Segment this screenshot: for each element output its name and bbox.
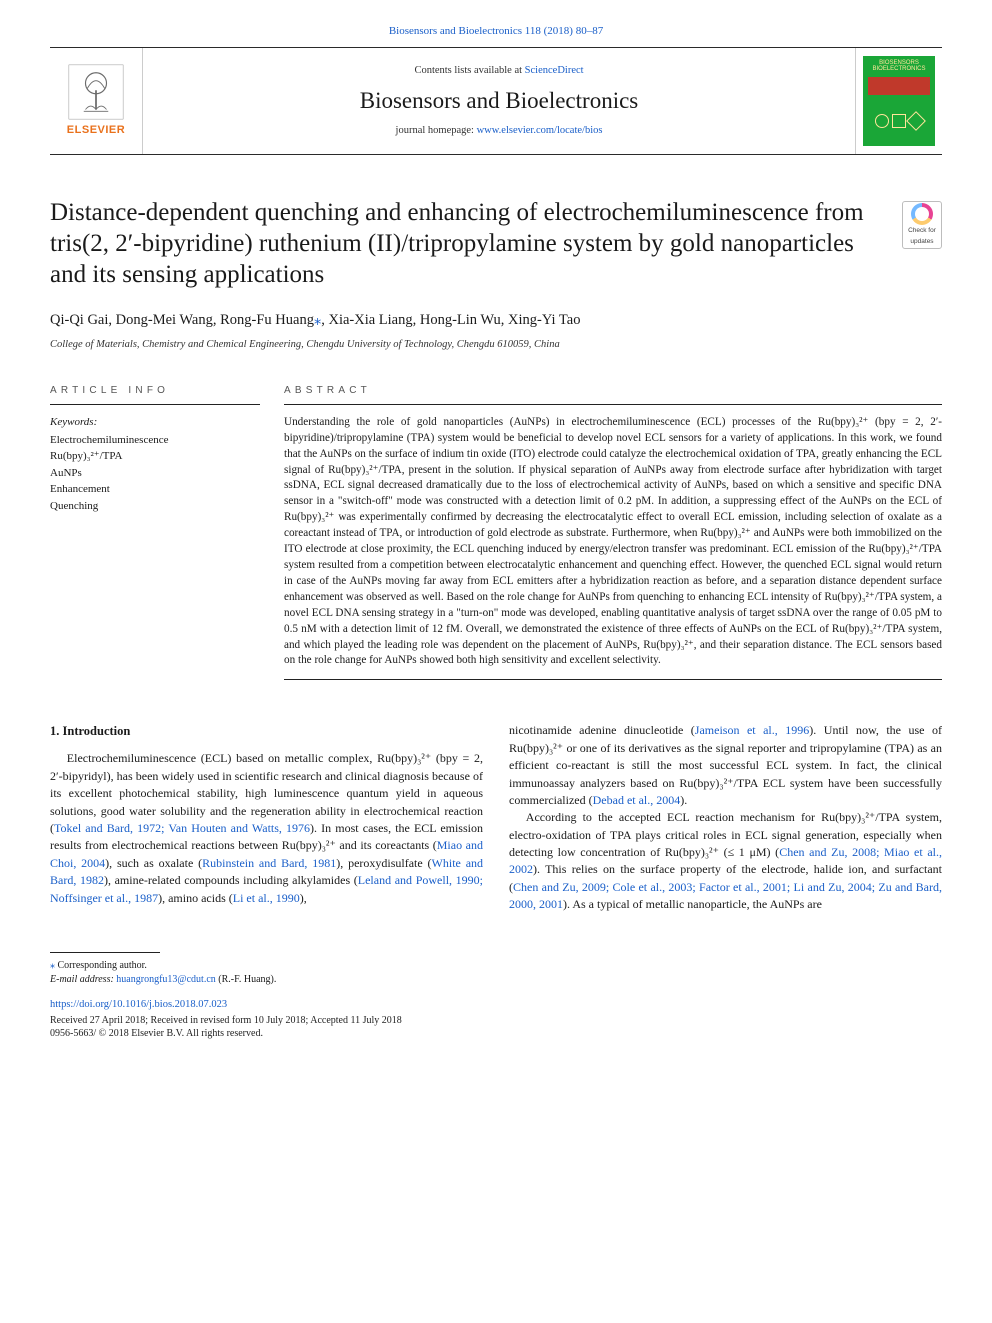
journal-name: Biosensors and Bioelectronics bbox=[360, 85, 639, 116]
corresponding-asterisk[interactable]: ⁎ bbox=[50, 960, 55, 971]
journal-homepage-link[interactable]: www.elsevier.com/locate/bios bbox=[477, 125, 603, 136]
article-info-label: ARTICLE INFO bbox=[50, 384, 260, 405]
cover-title: BIOSENSORS BIOELECTRONICS bbox=[867, 60, 931, 73]
citation[interactable]: Chen and Zu, 2008; Miao et al., 2002 bbox=[509, 845, 942, 876]
citation[interactable]: Rubinstein and Bard, 1981 bbox=[202, 856, 336, 870]
crossmark-icon bbox=[911, 203, 933, 225]
cover-art bbox=[868, 101, 930, 142]
citation[interactable]: Chen and Zu, 2009; Cole et al., 2003; Fa… bbox=[509, 880, 942, 911]
copyright-line: 0956-5663/ © 2018 Elsevier B.V. All righ… bbox=[50, 1027, 942, 1041]
keyword-item: Quenching bbox=[50, 498, 260, 515]
ref-year: (2018) bbox=[544, 25, 573, 37]
abstract-label: ABSTRACT bbox=[284, 384, 942, 405]
contents-line: Contents lists available at ScienceDirec… bbox=[414, 64, 583, 78]
abstract-column: ABSTRACT Understanding the role of gold … bbox=[284, 384, 942, 680]
citation[interactable]: Debad et al., 2004 bbox=[593, 793, 681, 807]
corresponding-marker[interactable]: ⁎ bbox=[314, 312, 321, 328]
email-label: E-mail address: bbox=[50, 974, 114, 985]
journal-reference-link[interactable]: Biosensors and Bioelectronics 118 (2018)… bbox=[389, 25, 603, 37]
badge-line2: updates bbox=[910, 238, 933, 247]
badge-line1: Check for bbox=[908, 227, 936, 236]
doi-link[interactable]: https://doi.org/10.1016/j.bios.2018.07.0… bbox=[50, 998, 942, 1012]
email-line: E-mail address: huangrongfu13@cdut.cn (R… bbox=[50, 973, 942, 988]
homepage-prefix: journal homepage: bbox=[396, 125, 477, 136]
keywords-list: ElectrochemiluminescenceRu(bpy)₃²⁺/TPAAu… bbox=[50, 432, 260, 515]
ref-pages: 80–87 bbox=[576, 25, 604, 37]
citation[interactable]: Jameison et al., 1996 bbox=[695, 723, 810, 737]
keyword-item: AuNPs bbox=[50, 465, 260, 482]
authors-line: Qi-Qi Gai, Dong-Mei Wang, Rong-Fu Huang⁎… bbox=[50, 311, 942, 331]
keyword-item: Ru(bpy)₃²⁺/TPA bbox=[50, 448, 260, 465]
cover-box: BIOSENSORS BIOELECTRONICS bbox=[863, 56, 935, 146]
article-history: Received 27 April 2018; Received in revi… bbox=[50, 1014, 942, 1028]
body-right-column: nicotinamide adenine dinucleotide (Jamei… bbox=[509, 722, 942, 913]
intro-paragraph-left: Electrochemiluminescence (ECL) based on … bbox=[50, 750, 483, 907]
citation[interactable]: Li et al., 1990 bbox=[233, 891, 300, 905]
keyword-item: Electrochemiluminescence bbox=[50, 432, 260, 449]
ref-vol: 118 bbox=[525, 25, 541, 37]
email-suffix: (R.-F. Huang). bbox=[218, 974, 276, 985]
abstract-bottom-rule bbox=[284, 679, 942, 680]
authors-text: Qi-Qi Gai, Dong-Mei Wang, Rong-Fu Huang⁎… bbox=[50, 312, 580, 328]
affiliation: College of Materials, Chemistry and Chem… bbox=[50, 338, 942, 352]
article-info-column: ARTICLE INFO Keywords: Electrochemilumin… bbox=[50, 384, 260, 680]
elsevier-logo[interactable]: ELSEVIER bbox=[50, 48, 142, 154]
keywords-heading: Keywords: bbox=[50, 415, 260, 430]
citation[interactable]: Tokel and Bard, 1972; Van Houten and Wat… bbox=[54, 821, 310, 835]
intro-paragraph-right-1: nicotinamide adenine dinucleotide (Jamei… bbox=[509, 722, 942, 809]
intro-paragraph-right-2: According to the accepted ECL reaction m… bbox=[509, 809, 942, 913]
email-link[interactable]: huangrongfu13@cdut.cn bbox=[116, 974, 215, 985]
keyword-item: Enhancement bbox=[50, 481, 260, 498]
corresponding-note: ⁎ Corresponding author. bbox=[50, 959, 942, 974]
corresponding-text: Corresponding author. bbox=[58, 960, 147, 971]
section-heading-intro: 1. Introduction bbox=[50, 722, 483, 740]
homepage-line: journal homepage: www.elsevier.com/locat… bbox=[396, 124, 603, 138]
header-center: Contents lists available at ScienceDirec… bbox=[142, 48, 856, 154]
contents-prefix: Contents lists available at bbox=[414, 65, 524, 76]
ref-journal: Biosensors and Bioelectronics bbox=[389, 25, 522, 37]
article-title: Distance-dependent quenching and enhanci… bbox=[50, 197, 902, 291]
body-left-column: 1. Introduction Electrochemiluminescence… bbox=[50, 722, 483, 913]
elsevier-tree-icon bbox=[67, 63, 125, 121]
elsevier-wordmark: ELSEVIER bbox=[67, 123, 125, 138]
abstract-text: Understanding the role of gold nanoparti… bbox=[284, 415, 942, 670]
journal-cover-thumbnail[interactable]: BIOSENSORS BIOELECTRONICS bbox=[856, 48, 942, 154]
cover-redbar bbox=[868, 77, 930, 95]
footnote-rule bbox=[50, 952, 160, 953]
footnotes: ⁎ Corresponding author. E-mail address: … bbox=[50, 959, 942, 988]
sciencedirect-link[interactable]: ScienceDirect bbox=[525, 65, 584, 76]
check-for-updates-badge[interactable]: Check for updates bbox=[902, 201, 942, 249]
header-band: ELSEVIER Contents lists available at Sci… bbox=[50, 47, 942, 155]
journal-reference: Biosensors and Bioelectronics 118 (2018)… bbox=[50, 24, 942, 39]
